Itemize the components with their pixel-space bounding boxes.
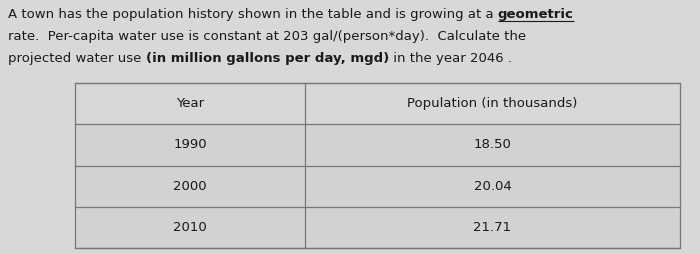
Text: 1990: 1990	[173, 138, 206, 151]
Bar	[75, 166, 680, 207]
Text: Year: Year	[176, 97, 204, 110]
Text: 21.71: 21.71	[473, 221, 512, 234]
Text: geometric: geometric	[498, 8, 574, 21]
Text: (in million gallons per day, mgd): (in million gallons per day, mgd)	[146, 52, 389, 65]
Text: Population (in thousands): Population (in thousands)	[407, 97, 578, 110]
Text: projected water use: projected water use	[8, 52, 146, 65]
Bar	[75, 124, 680, 166]
Text: 2000: 2000	[173, 180, 206, 193]
Bar	[75, 83, 680, 124]
Bar	[75, 83, 680, 248]
Bar	[75, 83, 680, 248]
Text: in the year 2046 .: in the year 2046 .	[389, 52, 512, 65]
Text: 20.04: 20.04	[474, 180, 512, 193]
Text: 2010: 2010	[173, 221, 207, 234]
Text: 18.50: 18.50	[474, 138, 512, 151]
Text: rate.  Per-capita water use is constant at 203 gal/(person*day).  Calculate the: rate. Per-capita water use is constant a…	[8, 30, 526, 43]
Bar	[75, 207, 680, 248]
Text: A town has the population history shown in the table and is growing at a: A town has the population history shown …	[8, 8, 498, 21]
